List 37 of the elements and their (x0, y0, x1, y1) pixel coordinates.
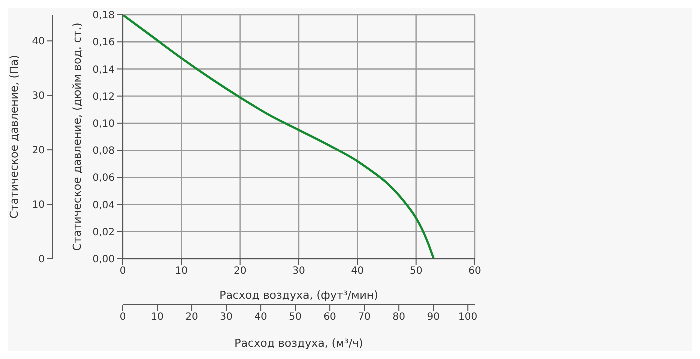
x2-tick-label: 40 (254, 312, 268, 324)
x-tick-label: 0 (120, 266, 126, 278)
y-tick-label: 0,02 (92, 227, 115, 238)
x-tick-label: 50 (410, 266, 423, 278)
x2-axis-title: Расход воздуха, (м³/ч) (234, 337, 364, 350)
y-tick-label: 0,16 (92, 38, 115, 49)
x2-tick-label: 50 (289, 312, 302, 324)
y2-tick-label: 10 (32, 200, 45, 212)
y-tick-label: 0,04 (92, 200, 115, 212)
x2-tick-label: 80 (392, 312, 406, 324)
x-tick-label: 60 (468, 266, 482, 278)
y-tick-label: 0,08 (92, 146, 115, 158)
x-tick-label: 20 (234, 266, 247, 278)
y-tick-label: 0,00 (92, 254, 115, 266)
y-tick-label: 0,18 (92, 10, 115, 22)
y-tick-label: 0,12 (92, 92, 115, 103)
x2-tick-label: 100 (458, 312, 478, 324)
y2-axis-title: Статическое давление, (Па) (8, 55, 21, 219)
y-axis-title: Статическое давление, (дюйм вод. ст.) (70, 22, 84, 252)
y2-tick-label: 20 (32, 146, 45, 157)
x2-tick-label: 30 (220, 312, 233, 324)
x-tick-label: 30 (292, 266, 306, 278)
x-tick-label: 40 (351, 266, 364, 278)
x2-tick-label: 10 (151, 312, 164, 324)
x2-tick-label: 60 (324, 312, 336, 324)
y2-tick-label: 40 (32, 36, 45, 48)
x2-tick-label: 20 (186, 312, 198, 324)
y-tick-label: 0,14 (92, 64, 115, 76)
y-tick-label: 0,06 (92, 173, 115, 184)
x2-tick-label: 70 (358, 312, 371, 324)
y2-tick-label: 30 (32, 91, 45, 102)
y2-tick-label: 0 (38, 254, 45, 266)
x2-tick-label: 0 (120, 312, 126, 324)
y-tick-label: 0,10 (92, 118, 115, 130)
x2-tick-label: 90 (427, 312, 440, 324)
x-axis-title: Расход воздуха, (фут³/мин) (220, 289, 378, 302)
x-tick-label: 10 (175, 266, 188, 278)
